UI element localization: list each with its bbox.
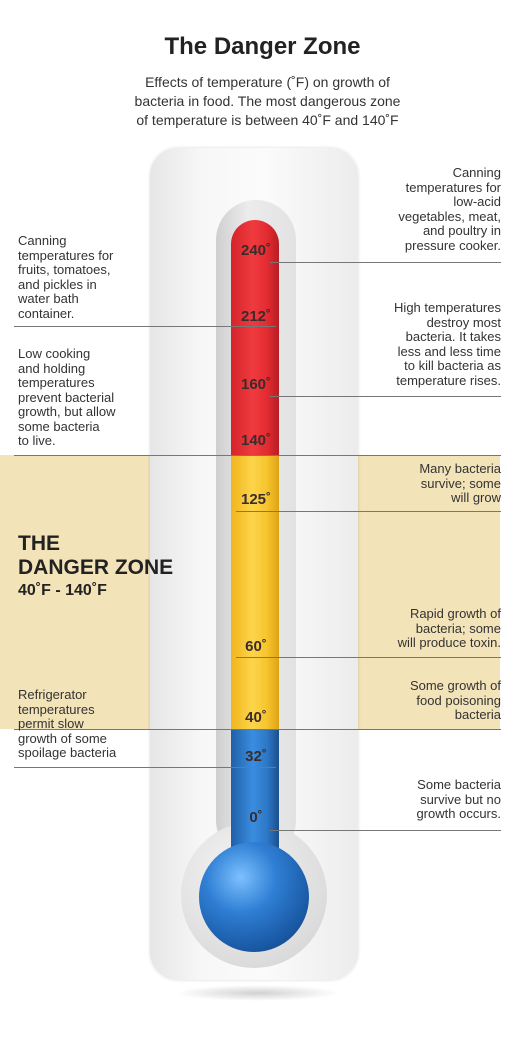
thermometer-shadow: [175, 985, 340, 1001]
note-line: survive but no: [420, 791, 501, 807]
tick-32: 32˚: [245, 748, 267, 765]
note-line: to live.: [18, 433, 56, 448]
divider-line: [14, 767, 276, 768]
divider-line: [270, 396, 501, 397]
subtitle-line: Effects of temperature (˚F) on growth of: [145, 74, 390, 90]
tick-0: 0˚: [249, 809, 263, 826]
divider-line: [270, 262, 501, 263]
thermometer-bulb: [199, 842, 309, 952]
note-line: will produce toxin.: [397, 635, 501, 650]
note-line: Canning: [452, 165, 501, 180]
page-subtitle: Effects of temperature (˚F) on growth of…: [105, 73, 430, 130]
danger-zone-range: 40˚F - 140˚F: [18, 582, 107, 599]
note-line: temperatures: [18, 701, 95, 717]
note-line: temperatures: [18, 375, 95, 390]
subtitle-line: bacteria in food. The most dangerous zon…: [134, 93, 401, 109]
note-line: bacteria: [454, 707, 501, 722]
note-line: temperatures for: [405, 179, 501, 195]
note-line: growth occurs.: [416, 806, 501, 821]
tick-140: 140˚: [240, 432, 272, 449]
tick-160: 160˚: [240, 376, 272, 393]
mercury-hot-segment: [231, 220, 279, 456]
note-line: destroy most: [426, 314, 501, 330]
note-line: survive; some: [420, 475, 501, 491]
danger-zone-heading-line: DANGER ZONE: [18, 556, 174, 579]
tick-60: 60˚: [245, 638, 267, 655]
note-some-growth: Some growth of food poisoning bacteria: [409, 678, 501, 723]
note-line: growth of some: [18, 730, 107, 746]
note-line: some bacteria: [18, 418, 100, 434]
divider-line: [14, 729, 501, 730]
note-rapid-growth: Rapid growth of bacteria; some will prod…: [397, 606, 501, 651]
note-line: fruits, tomatoes,: [18, 262, 111, 277]
note-line: growth, but allow: [18, 404, 116, 419]
note-line: pressure cooker.: [404, 237, 501, 253]
note-line: bacteria; some: [415, 620, 501, 636]
note-low-cooking: Low cooking and holding temperatures pre…: [18, 346, 116, 449]
note-line: and poultry in: [422, 223, 501, 238]
note-line: spoilage bacteria: [18, 745, 117, 760]
note-line: prevent bacterial: [18, 389, 115, 405]
note-line: bacteria. It takes: [405, 329, 501, 344]
divider-line: [14, 326, 276, 327]
note-line: will grow: [451, 490, 501, 505]
note-line: Refrigerator: [18, 687, 87, 702]
note-line: low-acid: [453, 194, 501, 209]
note-line: less and less time: [397, 343, 501, 359]
note-line: vegetables, meat,: [398, 208, 501, 224]
note-many-bacteria: Many bacteria survive; some will grow: [419, 461, 501, 506]
tick-212: 212˚: [240, 308, 272, 325]
divider-line: [236, 511, 501, 512]
note-high-temperatures: High temperatures destroy most bacteria.…: [394, 300, 501, 388]
note-some-survive: Some bacteria survive but no growth occu…: [416, 777, 501, 822]
note-line: Rapid growth of: [409, 606, 501, 621]
note-line: Many bacteria: [419, 461, 501, 476]
subtitle-line: of temperature is between 40˚F and 140˚F: [136, 112, 399, 128]
danger-zone-heading: THE DANGER ZONE: [18, 532, 173, 580]
note-line: permit slow: [18, 716, 84, 731]
note-line: temperatures for: [18, 247, 114, 263]
note-line: Canning: [18, 233, 67, 248]
note-line: to kill bacteria as: [404, 358, 501, 373]
danger-zone-heading-line: THE: [18, 532, 60, 555]
divider-line: [236, 657, 501, 658]
page-title: The Danger Zone: [164, 33, 361, 60]
note-refrigerator: Refrigerator temperatures permit slow gr…: [18, 687, 117, 761]
note-line: and holding: [18, 360, 86, 376]
note-line: Some bacteria: [417, 777, 501, 792]
divider-line: [14, 455, 501, 456]
note-canning-low-acid: Canning temperatures for low-acid vegeta…: [398, 165, 501, 253]
note-line: temperature rises.: [396, 372, 501, 388]
note-line: water bath: [18, 291, 79, 306]
note-canning-fruits: Canning temperatures for fruits, tomatoe…: [18, 233, 114, 321]
tick-125: 125˚: [240, 491, 272, 508]
note-line: container.: [18, 305, 75, 321]
tick-240: 240˚: [240, 242, 272, 259]
note-line: Low cooking: [18, 346, 91, 361]
divider-line: [270, 830, 501, 831]
note-line: High temperatures: [394, 300, 501, 315]
tick-40: 40˚: [245, 709, 267, 726]
mercury-danger-segment: [231, 456, 279, 729]
note-line: and pickles in: [18, 276, 97, 292]
note-line: food poisoning: [416, 692, 501, 708]
note-line: Some growth of: [409, 678, 501, 693]
